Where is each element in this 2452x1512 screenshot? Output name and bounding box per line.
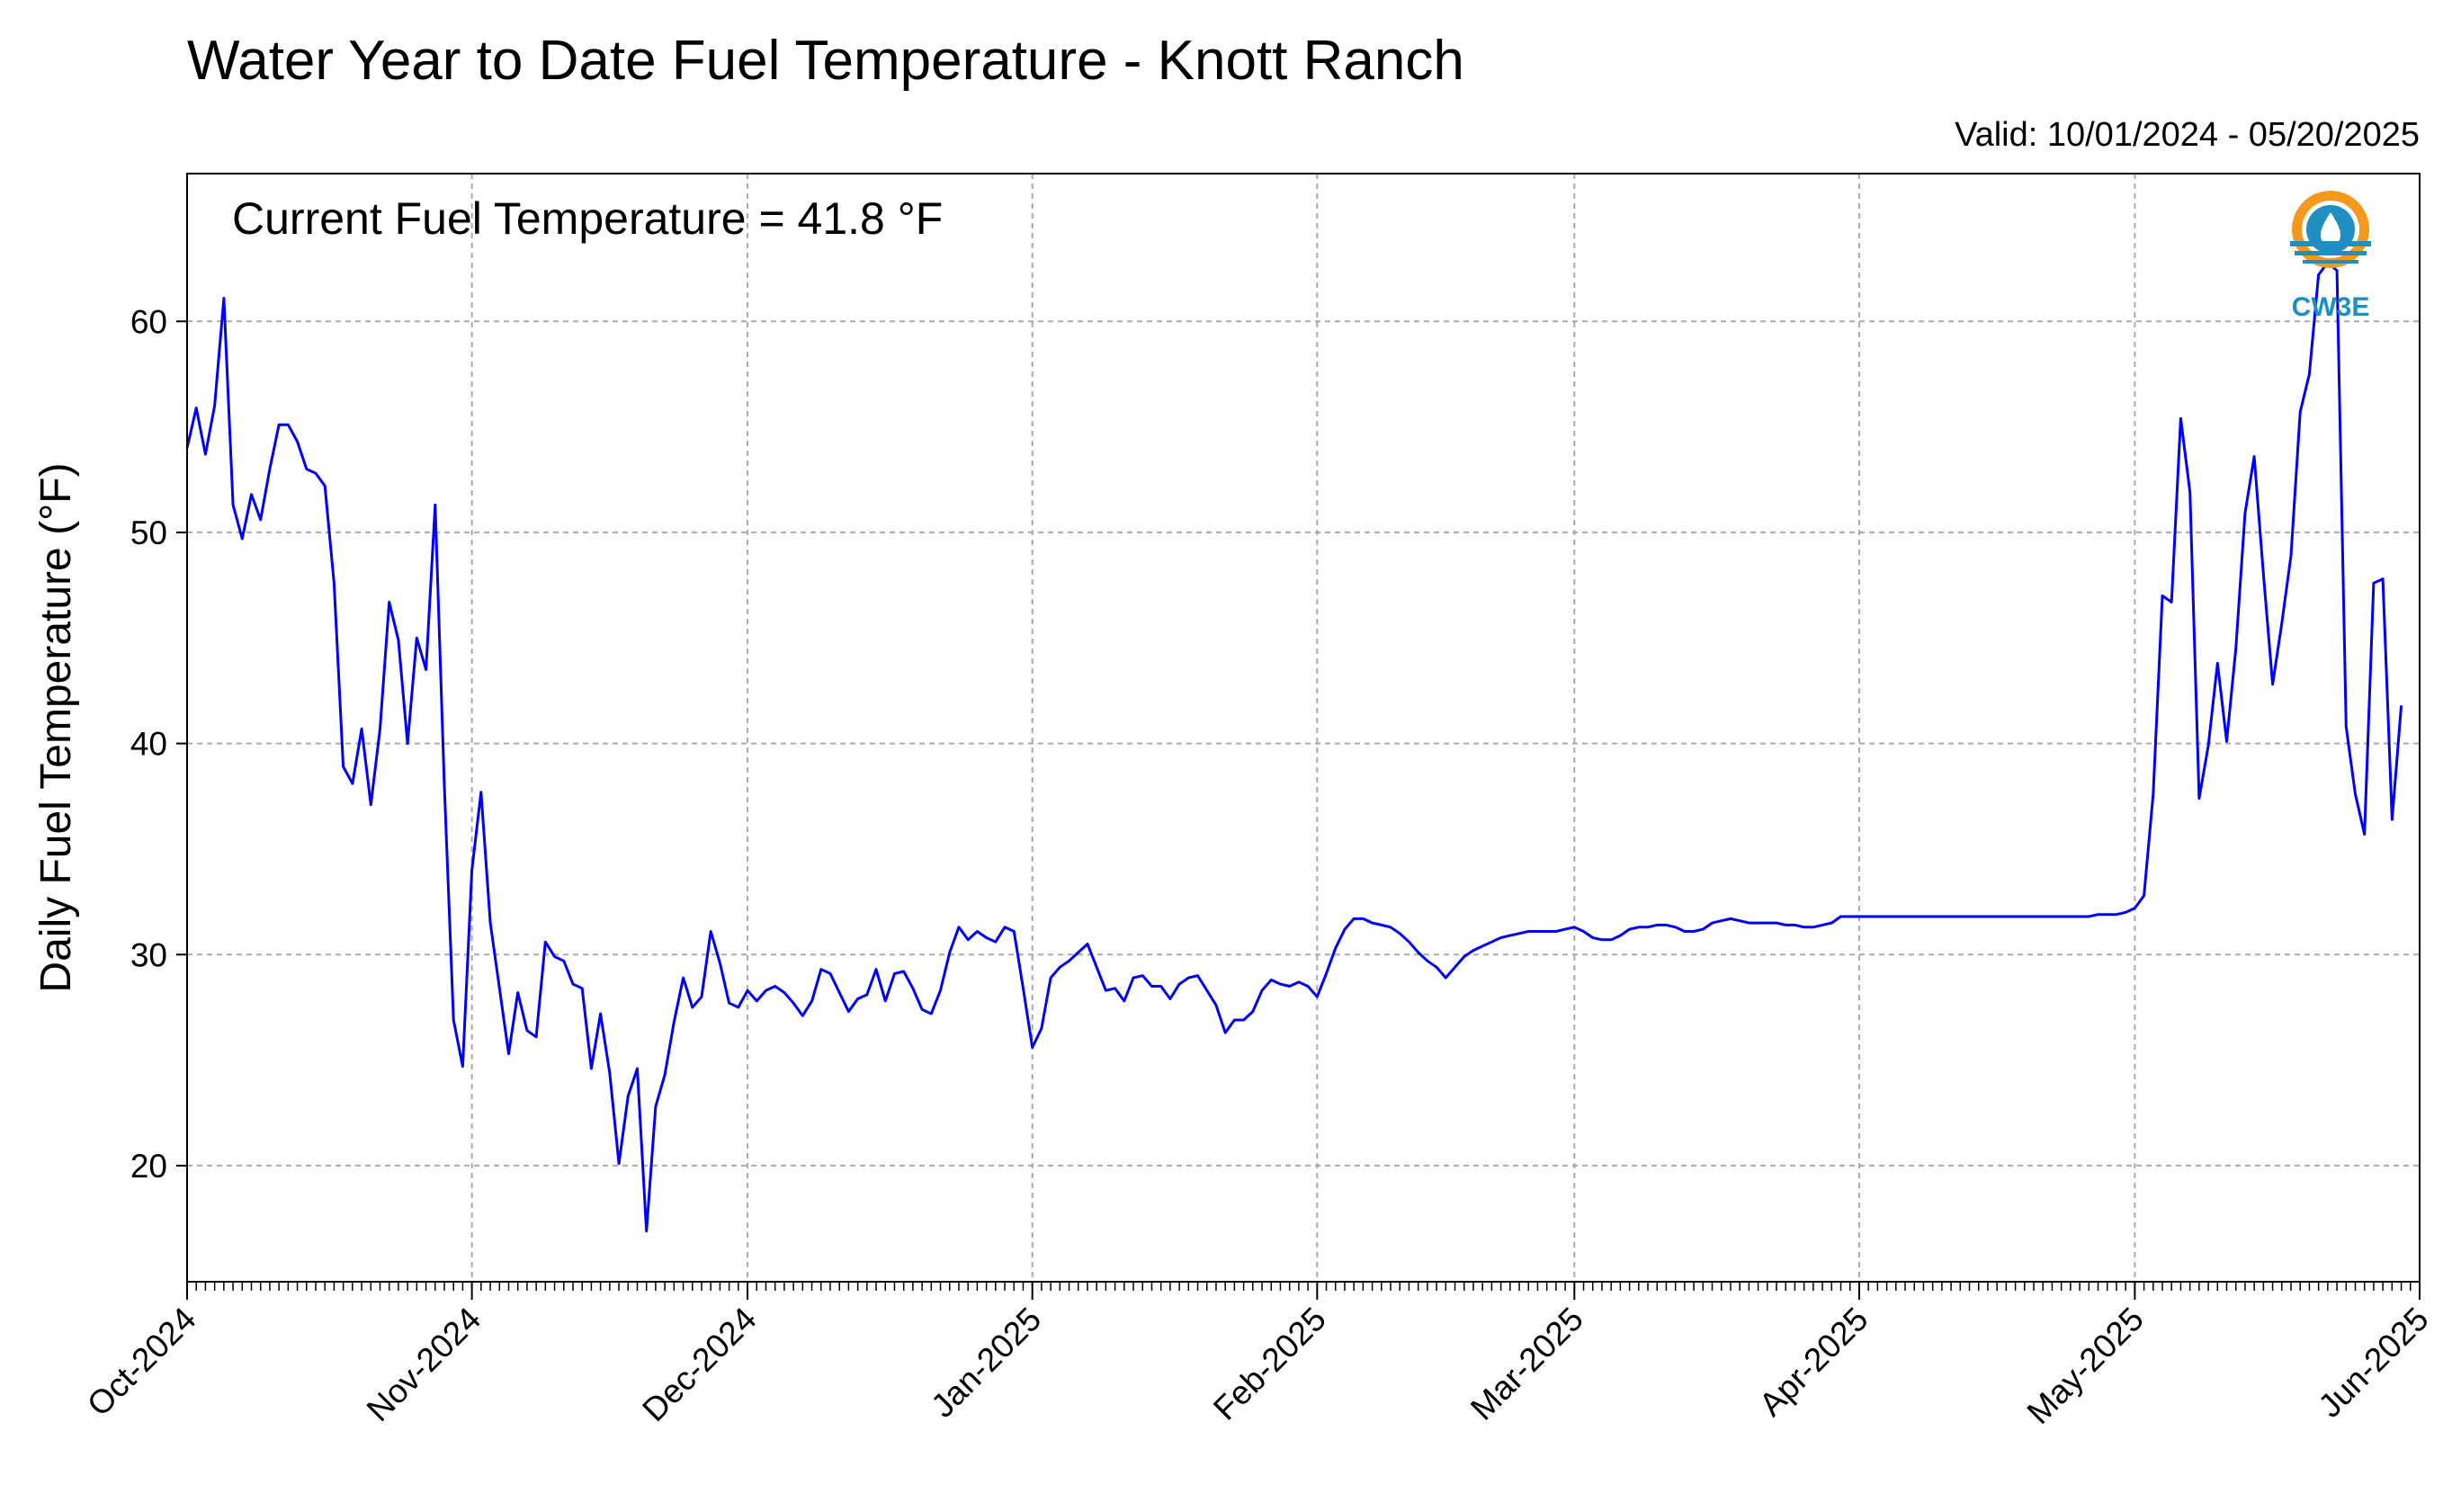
y-axis-label: Daily Fuel Temperature (°F) <box>32 462 80 992</box>
x-tick-label: May-2025 <box>2020 1301 2151 1431</box>
x-tick-label: Feb-2025 <box>1206 1301 1333 1427</box>
grid-lines <box>187 174 2420 1282</box>
y-tick-labels: 20 30 40 50 60 <box>130 303 167 1185</box>
logo-water-drop-icon <box>2321 212 2340 246</box>
x-tick-label: Mar-2025 <box>1463 1301 1590 1427</box>
y-tick-label: 60 <box>130 303 167 340</box>
x-tick-label: Oct-2024 <box>80 1301 203 1424</box>
x-tick-label: Nov-2024 <box>360 1301 488 1428</box>
x-tick-label: Jan-2025 <box>924 1301 1048 1425</box>
y-tick-label: 20 <box>130 1148 167 1185</box>
x-tick-label: Apr-2025 <box>1752 1301 1875 1424</box>
current-temperature-annotation: Current Fuel Temperature = 41.8 °F <box>232 193 943 244</box>
series-line-fuel-temperature <box>185 261 2403 1233</box>
y-tick-label: 30 <box>130 936 167 973</box>
chart-title: Water Year to Date Fuel Temperature - Kn… <box>187 30 1464 92</box>
cw3e-logo: CW3E <box>2290 191 2371 322</box>
y-tick-label: 40 <box>130 726 167 763</box>
plot-frame <box>186 173 2421 1283</box>
valid-date-range: Valid: 10/01/2024 - 05/20/2025 <box>1955 116 2420 154</box>
x-tick-label: Dec-2024 <box>635 1301 763 1428</box>
x-tick-labels: Oct-2024 Nov-2024 Dec-2024 Jan-2025 Feb-2025… <box>80 1301 2436 1431</box>
axis-ticks <box>176 320 2421 1300</box>
y-tick-label: 50 <box>130 514 167 551</box>
logo-text: CW3E <box>2292 292 2370 322</box>
x-tick-label: Jun-2025 <box>2312 1301 2436 1425</box>
